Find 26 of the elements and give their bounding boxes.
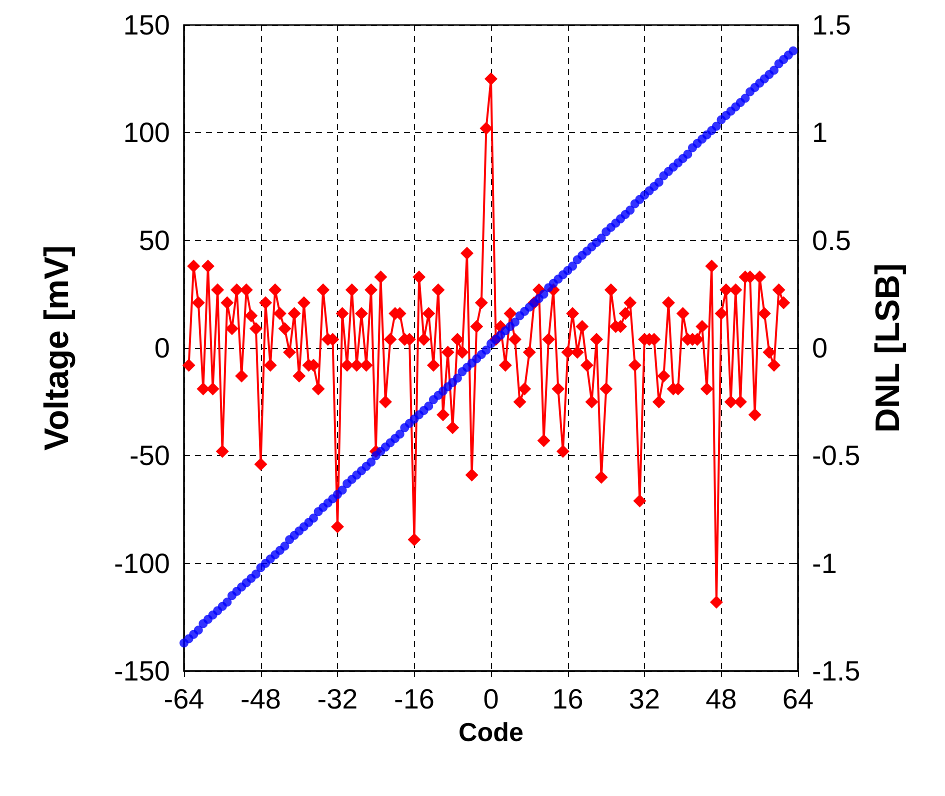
y-axis-title: Voltage [mV] bbox=[38, 245, 76, 451]
x-axis-title: Code bbox=[458, 717, 524, 747]
x-tick-label: 32 bbox=[628, 684, 660, 714]
x-tick-label: -16 bbox=[394, 684, 434, 714]
y2-tick-label: -0.5 bbox=[812, 440, 860, 472]
y2-tick-label: 1.5 bbox=[812, 10, 851, 40]
y-tick-label: 50 bbox=[138, 224, 170, 256]
y2-tick-label: -1.5 bbox=[812, 656, 860, 686]
y-tick-label: -50 bbox=[130, 440, 170, 472]
y-tick-label: 0 bbox=[154, 332, 170, 364]
x-tick-label: -64 bbox=[164, 684, 204, 714]
y-tick-label: -100 bbox=[114, 548, 170, 579]
y2-tick-label: -1 bbox=[812, 548, 837, 579]
x-tick-label: -32 bbox=[317, 684, 358, 714]
y-tick-label: 150 bbox=[123, 10, 170, 40]
x-tick-label: 64 bbox=[782, 684, 814, 714]
x-tick-label: 0 bbox=[483, 684, 499, 714]
y2-tick-label: 0 bbox=[812, 332, 828, 364]
x-tick-label: -48 bbox=[240, 684, 281, 714]
y-tick-label: 100 bbox=[123, 117, 170, 148]
x-tick-label: 48 bbox=[706, 684, 737, 714]
y2-tick-label: 0.5 bbox=[812, 224, 851, 256]
y-tick-label: -150 bbox=[114, 656, 170, 686]
y2-tick-label: 1 bbox=[812, 117, 828, 148]
y2-axis-title: DNL [LSB] bbox=[869, 263, 908, 433]
x-tick-label: 16 bbox=[552, 684, 584, 714]
